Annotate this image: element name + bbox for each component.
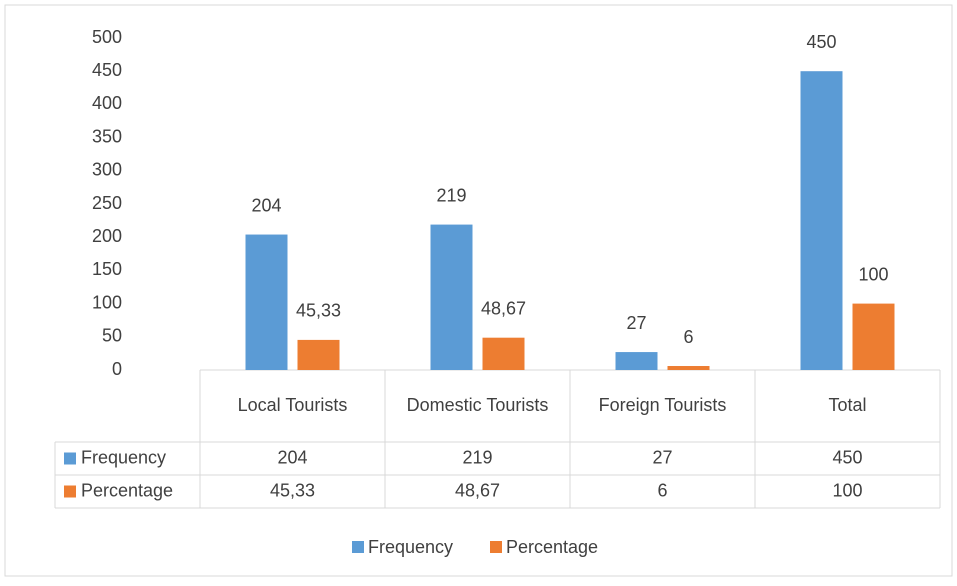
data-label: 6: [683, 327, 693, 347]
legend-key: [352, 541, 364, 553]
legend-label: Percentage: [506, 537, 598, 557]
data-label: 27: [626, 313, 646, 333]
legend-key: [490, 541, 502, 553]
table-series-name: Frequency: [81, 447, 166, 467]
bar: [800, 71, 843, 370]
table-cell: 45,33: [270, 480, 315, 500]
data-label: 450: [806, 32, 836, 52]
y-tick-label: 0: [112, 359, 122, 379]
table-series-name: Percentage: [81, 480, 173, 500]
y-tick-label: 450: [92, 60, 122, 80]
y-tick-label: 100: [92, 292, 122, 312]
table-cell: 450: [832, 447, 862, 467]
table-cell: 219: [462, 447, 492, 467]
table-cell: 27: [652, 447, 672, 467]
table-cell: 48,67: [455, 480, 500, 500]
x-tick-label: Local Tourists: [237, 395, 348, 416]
legend-label: Frequency: [368, 537, 453, 557]
chart-border: [4, 4, 953, 577]
y-tick-label: 200: [92, 226, 122, 246]
bar: [245, 234, 288, 370]
table-cell: 6: [657, 480, 667, 500]
table-legend-key: [64, 452, 76, 465]
y-tick-label: 50: [102, 326, 122, 346]
bar: [430, 224, 473, 370]
y-tick-label: 400: [92, 93, 122, 113]
table-legend-key: [64, 485, 76, 498]
x-tick-label: Total: [828, 395, 867, 416]
data-label: 45,33: [296, 301, 341, 321]
bar: [482, 337, 525, 370]
y-tick-label: 300: [92, 160, 122, 180]
data-label: 204: [251, 195, 281, 215]
table-cell: 204: [277, 447, 307, 467]
y-tick-label: 150: [92, 259, 122, 279]
table-cell: 100: [832, 480, 862, 500]
x-tick-label: Foreign Tourists: [598, 395, 727, 416]
x-tick-cell: Total: [828, 395, 867, 416]
x-tick-cell: Domestic Tourists: [406, 395, 549, 416]
x-tick-label: Domestic Tourists: [406, 395, 549, 416]
data-label: 219: [436, 185, 466, 205]
y-tick-label: 350: [92, 126, 122, 146]
y-tick-label: 250: [92, 193, 122, 213]
bar: [667, 366, 710, 370]
bar: [615, 352, 658, 370]
y-tick-label: 500: [92, 27, 122, 47]
data-label: 48,67: [481, 298, 526, 318]
bar: [297, 339, 340, 370]
bar: [852, 303, 895, 370]
x-tick-cell: Local Tourists: [237, 395, 348, 416]
x-tick-cell: Foreign Tourists: [598, 395, 727, 416]
data-label: 100: [858, 264, 888, 284]
